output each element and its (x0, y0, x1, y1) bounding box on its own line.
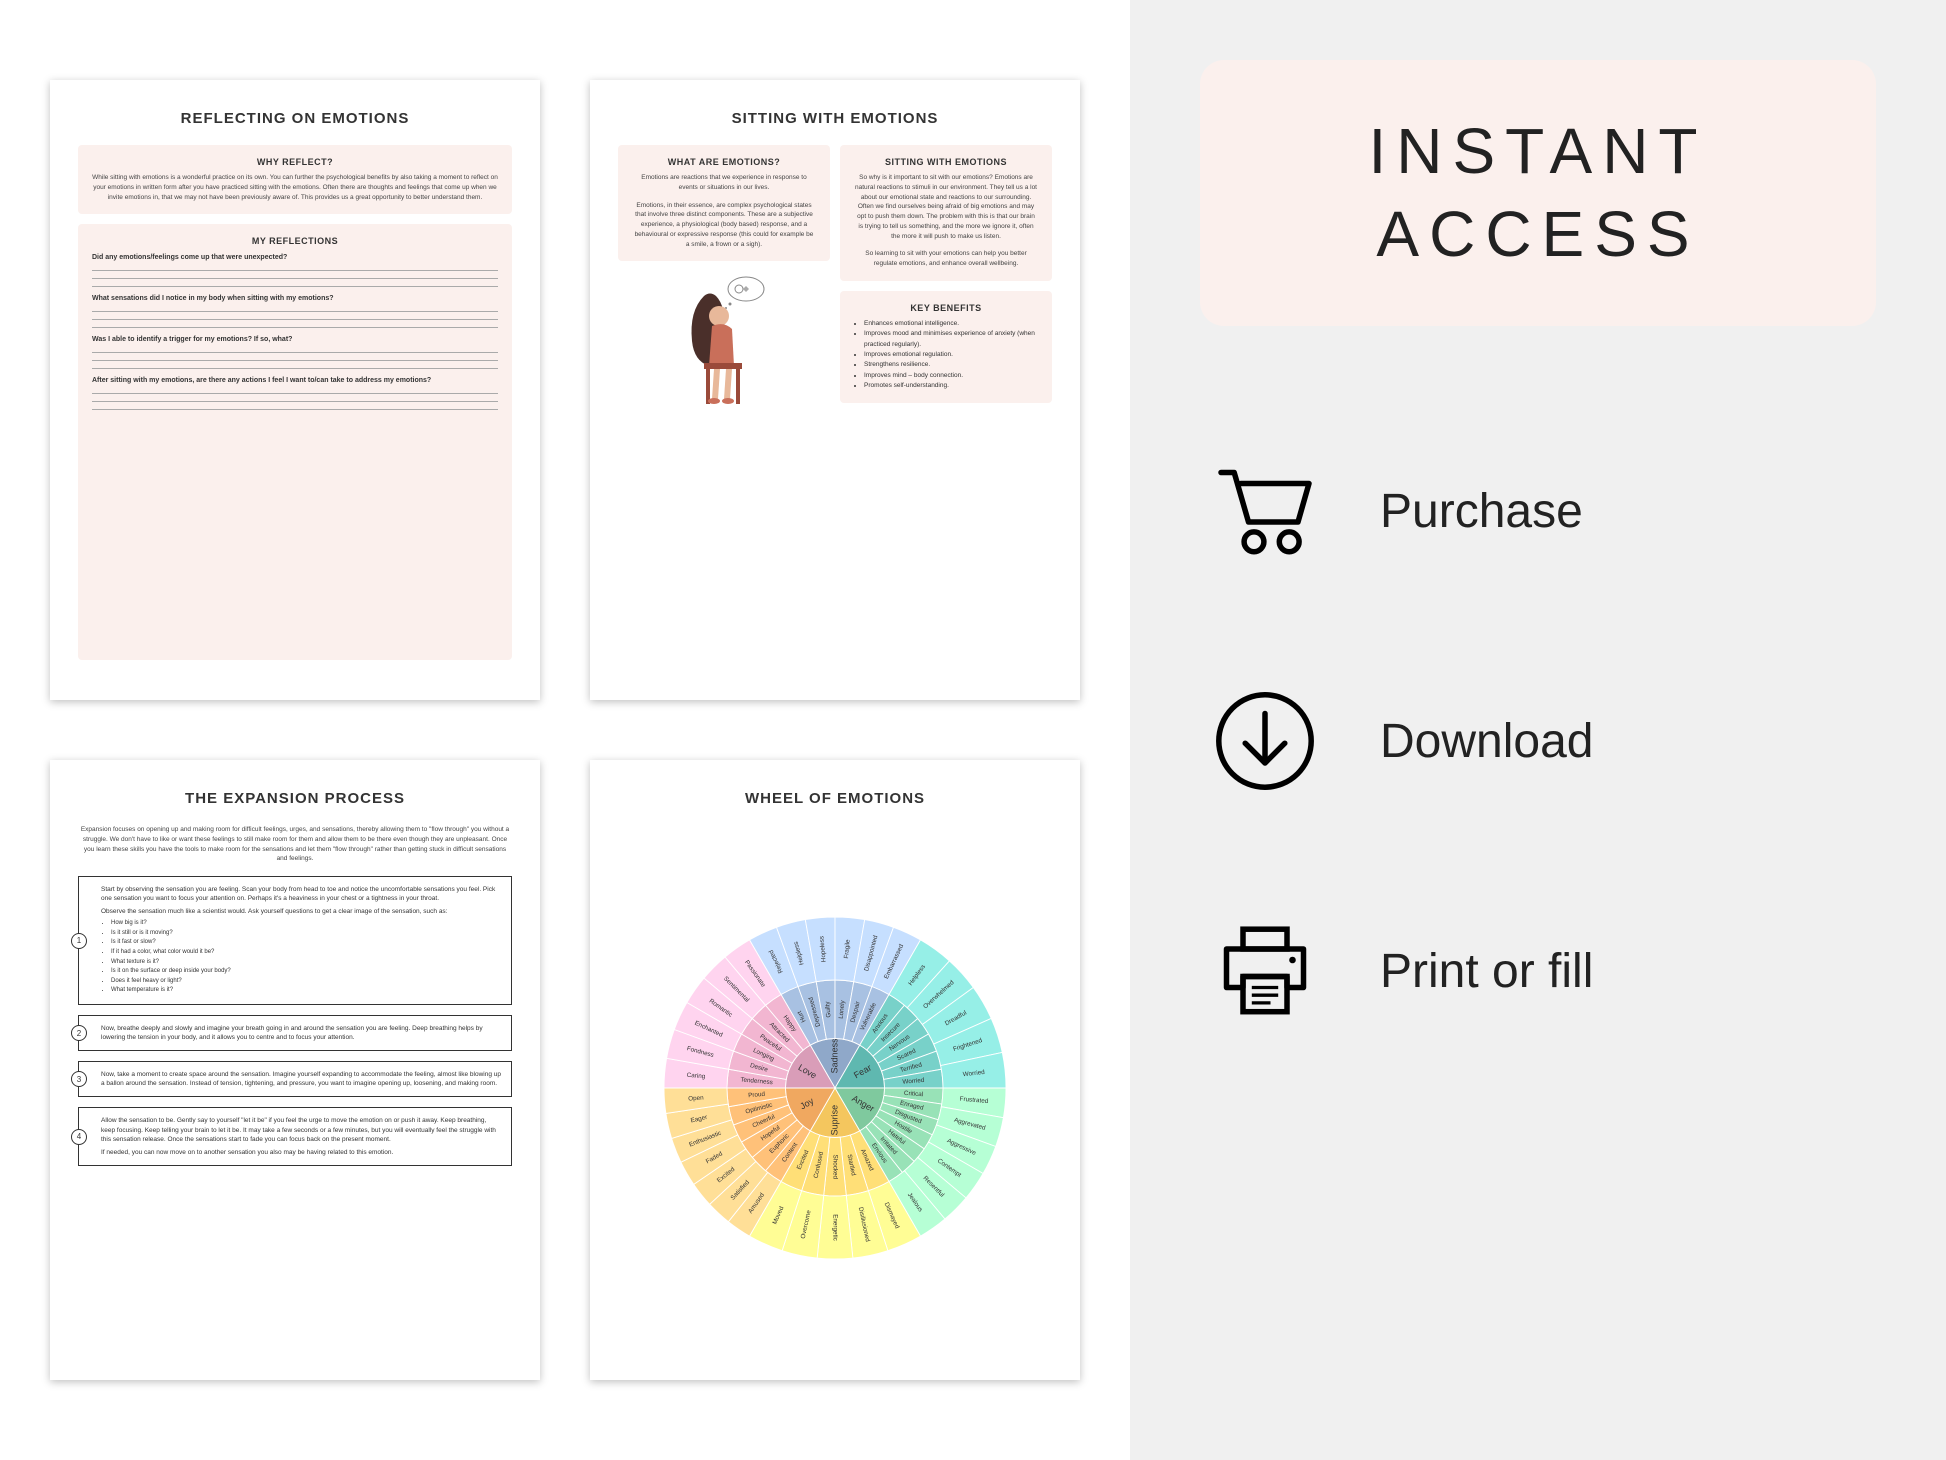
step2: Now, breathe deeply and slowly and imagi… (101, 1024, 501, 1042)
what-body1: Emotions are reactions that we experienc… (632, 173, 816, 193)
step-1: 1 Start by observing the sensation you a… (78, 876, 512, 1005)
step-label: Download (1380, 714, 1593, 769)
svg-text:Proud: Proud (748, 1090, 766, 1098)
step4a: Allow the sensation to be. Gently say to… (101, 1116, 501, 1143)
step-label: Purchase (1380, 484, 1583, 539)
sit-box: SITTING WITH EMOTIONS So why is it impor… (840, 145, 1052, 281)
benefits-list: Enhances emotional intelligence.Improves… (854, 319, 1038, 392)
expansion-intro: Expansion focuses on opening up and maki… (78, 825, 512, 864)
step1-bullets: How big is it?Is it still or is it movin… (101, 919, 501, 996)
bullet-item: How big is it? (111, 919, 501, 929)
bullet-item: What texture is it? (111, 958, 501, 968)
printer-icon (1200, 906, 1330, 1036)
benefit-item: Promotes self-understanding. (864, 381, 1038, 391)
page-title: WHEEL OF EMOTIONS (618, 790, 1052, 807)
benefit-item: Improves mind – body connection. (864, 371, 1038, 381)
reflections-box: MY REFLECTIONS Did any emotions/feelings… (78, 224, 512, 660)
benefits-title: KEY BENEFITS (854, 303, 1038, 313)
step-2: 2 Now, breathe deeply and slowly and ima… (78, 1015, 512, 1051)
q4: After sitting with my emotions, are ther… (92, 377, 498, 384)
benefit-item: Enhances emotional intelligence. (864, 319, 1038, 329)
download-icon (1200, 676, 1330, 806)
svg-text:Suprise: Suprise (829, 1104, 839, 1135)
bullet-item: Is it still or is it moving? (111, 929, 501, 939)
page-reflecting: REFLECTING ON EMOTIONS WHY REFLECT? Whil… (50, 80, 540, 700)
page-title: SITTING WITH EMOTIONS (618, 110, 1052, 127)
sit-body2: So learning to sit with your emotions ca… (854, 249, 1038, 269)
person-illustration (674, 271, 774, 411)
bullet-item: What temperature is it? (111, 986, 501, 996)
benefit-item: Improves emotional regulation. (864, 350, 1038, 360)
cart-icon (1200, 446, 1330, 576)
step-num: 1 (71, 933, 87, 949)
benefit-item: Improves mood and minimises experience o… (864, 329, 1038, 350)
step-4: 4 Allow the sensation to be. Gently say … (78, 1107, 512, 1165)
page-wheel: WHEEL OF EMOTIONS SadnessHurtDepressedGu… (590, 760, 1080, 1380)
step-3: 3 Now, take a moment to create space aro… (78, 1061, 512, 1097)
step3: Now, take a moment to create space aroun… (101, 1070, 501, 1088)
what-title: WHAT ARE EMOTIONS? (632, 157, 816, 167)
step1b: Observe the sensation much like a scient… (101, 907, 501, 916)
benefit-item: Strengthens resilience. (864, 360, 1038, 370)
bullet-item: Is it on the surface or deep inside your… (111, 967, 501, 977)
benefits-box: KEY BENEFITS Enhances emotional intellig… (840, 291, 1052, 404)
svg-text:Guilty: Guilty (824, 1000, 832, 1017)
page-expansion: THE EXPANSION PROCESS Expansion focuses … (50, 760, 540, 1380)
step-printer: Print or fill (1200, 906, 1876, 1036)
bullet-item: Does it feel heavy or light? (111, 977, 501, 987)
why-title: WHY REFLECT? (92, 157, 498, 167)
sidebar: INSTANT ACCESS Purchase Download Print or … (1130, 0, 1946, 1460)
sit-body1: So why is it important to sit with our e… (854, 173, 1038, 241)
pages-grid: REFLECTING ON EMOTIONS WHY REFLECT? Whil… (0, 0, 1130, 1460)
refl-title: MY REFLECTIONS (92, 236, 498, 246)
sit-title: SITTING WITH EMOTIONS (854, 157, 1038, 167)
page-title: THE EXPANSION PROCESS (78, 790, 512, 807)
q2: What sensations did I notice in my body … (92, 295, 498, 302)
svg-text:Shocked: Shocked (831, 1154, 838, 1179)
svg-text:Energetic: Energetic (831, 1214, 838, 1241)
badge-line1: INSTANT (1368, 115, 1707, 187)
step-num: 4 (71, 1129, 87, 1145)
step1a: Start by observing the sensation you are… (101, 885, 501, 903)
steps-list: Purchase Download Print or fill (1200, 446, 1876, 1136)
q1: Did any emotions/feelings come up that w… (92, 254, 498, 261)
step-label: Print or fill (1380, 944, 1593, 999)
svg-text:Open: Open (688, 1094, 704, 1102)
step-num: 2 (71, 1025, 87, 1041)
page-title: REFLECTING ON EMOTIONS (78, 110, 512, 127)
step-num: 3 (71, 1071, 87, 1087)
what-box: WHAT ARE EMOTIONS? Emotions are reaction… (618, 145, 830, 261)
why-body: While sitting with emotions is a wonderf… (92, 173, 498, 202)
q3: Was I able to identify a trigger for my … (92, 336, 498, 343)
step-download: Download (1200, 676, 1876, 806)
badge-line2: ACCESS (1376, 198, 1699, 270)
svg-text:Sadness: Sadness (829, 1037, 839, 1073)
bullet-item: Is it fast or slow? (111, 938, 501, 948)
svg-text:Critical: Critical (904, 1089, 924, 1097)
step4b: If needed, you can now move on to anothe… (101, 1148, 501, 1157)
wheel-chart: SadnessHurtDepressedGuiltyLonelyDespairV… (618, 825, 1052, 1350)
why-box: WHY REFLECT? While sitting with emotions… (78, 145, 512, 214)
instant-access-badge: INSTANT ACCESS (1200, 60, 1876, 326)
bullet-item: If it had a color, what color would it b… (111, 948, 501, 958)
page-sitting: SITTING WITH EMOTIONS WHAT ARE EMOTIONS?… (590, 80, 1080, 700)
step-cart: Purchase (1200, 446, 1876, 576)
what-body2: Emotions, in their essence, are complex … (632, 201, 816, 250)
